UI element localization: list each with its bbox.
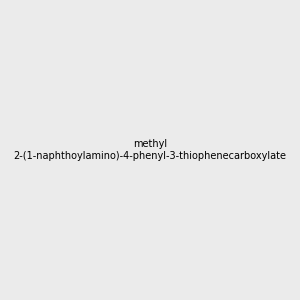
Text: methyl 2-(1-naphthoylamino)-4-phenyl-3-thiophenecarboxylate: methyl 2-(1-naphthoylamino)-4-phenyl-3-t… (14, 139, 286, 161)
